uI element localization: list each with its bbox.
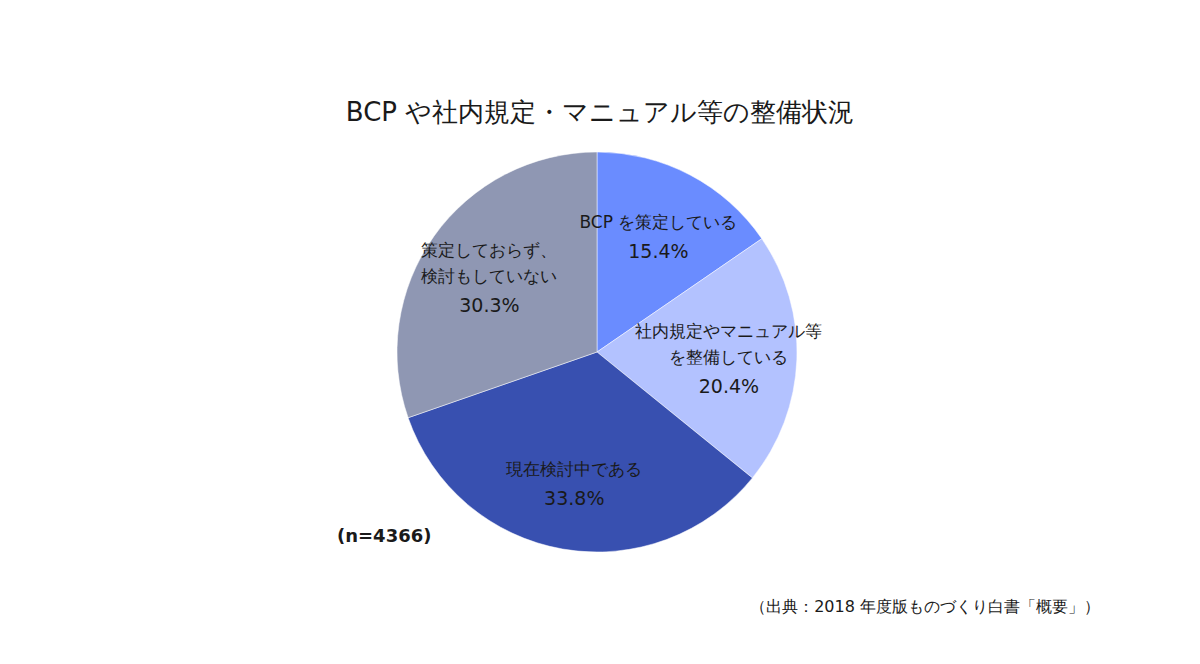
- data-label: 15.4%: [628, 240, 688, 262]
- slice-label-line: 策定しておらず、: [421, 240, 557, 260]
- data-label: 20.4%: [699, 375, 759, 397]
- annotation: (n=4366): [337, 525, 431, 546]
- slice-label: BCP を策定している: [580, 212, 738, 232]
- pie: [397, 152, 797, 552]
- title: BCP や社内規定・マニュアル等の整備状況: [346, 97, 854, 127]
- slice-label-line: BCP を策定している: [580, 212, 738, 232]
- chart: BCP や社内規定・マニュアル等の整備状況 BCP を策定している 15.4% 社内規…: [0, 0, 1200, 664]
- data-label: 30.3%: [459, 294, 519, 316]
- pie-slice: [397, 152, 597, 418]
- slice-label: 策定しておらず、検討もしていない: [421, 240, 557, 286]
- background: [0, 0, 1200, 664]
- slice-label-line: 検討もしていない: [421, 266, 557, 286]
- slice-label: 社内規定やマニュアル等を整備している: [635, 321, 822, 367]
- pie-labels: BCP を策定している 15.4% 社内規定やマニュアル等を整備している 20.4% 現…: [421, 212, 822, 509]
- slice-label-line: 現在検討中である: [506, 459, 642, 479]
- source: （出典：2018 年度版ものづくり白書「概要」）: [750, 597, 1100, 616]
- slice-label-line: 社内規定やマニュアル等: [635, 321, 822, 341]
- slice-label: 現在検討中である: [506, 459, 642, 479]
- slice-label-line: を整備している: [669, 347, 788, 367]
- data-label: 33.8%: [544, 487, 604, 509]
